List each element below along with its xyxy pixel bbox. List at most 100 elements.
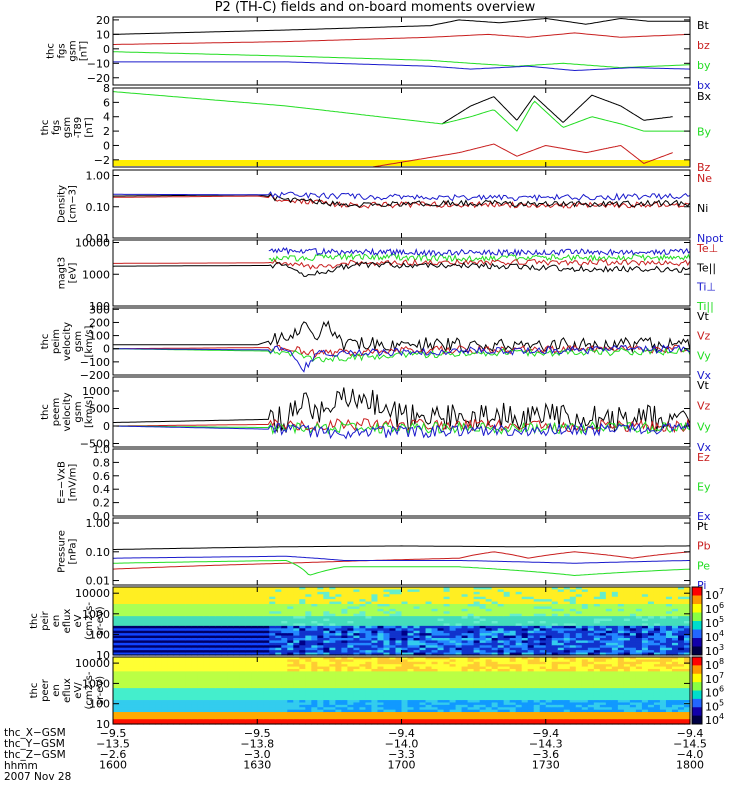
series-Te|| [113,261,690,277]
y-tick-label: 8 [103,82,110,95]
series-bz [113,32,690,45]
y-axis-label: [cm−3] [68,185,79,223]
panel-pressure: 1.00 0.10 0.01 Pressure [nPa] Pt Pb Pe Pi [57,517,711,592]
y-axis-label: Density [57,185,68,223]
y-axis-label: sr-eV) [95,606,106,635]
y-tick-label: 100 [89,300,110,313]
y-axis-label: [nPa] [68,538,79,564]
y-axis-label: (cm2-s- [84,602,95,640]
y-axis-label: (cm2-s- [84,671,95,709]
y-axis-label: peem [51,398,62,426]
y-tick-label: 100 [89,628,110,641]
colorbar-label: 103 [705,643,724,658]
y-axis-label: magt3 [57,257,68,290]
y-axis-label: gsm [68,40,79,61]
colorbar-label: 104 [705,629,724,644]
legend-Vy: Vy [697,420,711,433]
legend-by: by [697,59,711,72]
y-tick-label: 0.2 [93,497,111,510]
series-By [113,91,690,132]
panel-frame [112,169,691,239]
y-axis-label: thc [40,334,51,350]
y-axis-label: [mV/m] [68,464,79,502]
series-Pb [113,551,690,570]
legend-Te||: Te|| [696,261,716,274]
y-axis-label: [km/s] [84,325,95,357]
footer-value: −14.5 [673,738,707,751]
y-tick-label: −10 [87,57,110,70]
series-Vt [113,320,690,354]
legend-Ey: Ey [697,481,711,494]
y-axis-label: velocity [62,392,73,431]
series-Pe [113,560,690,577]
series-Npot [113,191,690,202]
series-Ti|| [268,252,690,263]
legend-Pb: Pb [697,540,711,553]
legend-Vt: Vt [697,310,710,323]
y-tick-label: 0.10 [86,546,111,559]
y-tick-label: 0 [103,420,110,433]
y-axis-label: en [51,684,62,697]
series-Vz [113,344,690,359]
y-tick-label: 10 [96,649,110,662]
legend-Bz: Bz [697,161,711,174]
y-axis-label: E=−VxB [57,461,68,504]
y-tick-label: 0.01 [86,232,111,245]
y-tick-label: −500 [80,438,110,451]
series-Vy [113,347,690,363]
legend-Bx: Bx [697,90,712,103]
y-tick-label: 0.6 [93,470,111,483]
y-axis-label: thc [46,43,57,59]
y-tick-label: 0 [103,343,110,356]
footer-labels: thc_X−GSM thc_Y−GSM thc_Z−GSM hhmm 2007 … [4,728,71,783]
chart-title: P2 (TH-C) fields and on-board moments ov… [214,0,536,15]
legend-Vz: Vz [697,400,711,413]
footer-label-y: thc_Y−GSM [4,738,65,750]
y-tick-label: 1000 [82,385,110,398]
legend-Npot: Npot [697,232,724,245]
footer-value: −9.4 [677,727,704,740]
panel-peem_velocity: 1000 500 0 −500 thc peem velocity gsm [km/s] Vt Vz… [40,376,712,454]
y-axis-label: eflux [62,678,73,703]
panel-density: 1.00 0.10 0.01 Density [cm−3] Ne Ni Npot [57,169,724,245]
y-tick-label: −200 [80,369,110,382]
series-by [113,51,690,69]
series-Pi [113,555,690,564]
legend-Ti⊥: Ti⊥ [696,281,716,294]
legend-Vx: Vx [697,369,712,382]
panel-fgs_b89: 86 420 −2 thc fgs gsm -T89 [nT] Bx By Bz [40,82,712,174]
colorbar-label: 105 [705,698,724,713]
legend-bz: bz [697,39,710,52]
y-tick-label: 1.00 [86,517,111,530]
y-axis-label: peir [40,610,51,630]
series-Vt [113,387,690,434]
series-Bx [441,94,673,125]
colorbar-label: 107 [705,671,724,686]
y-axis-label: [eV] [68,263,79,284]
colorbar-label: 105 [705,615,724,630]
panel-frame [112,448,691,517]
footer-value: −9.4 [532,727,559,740]
y-tick-label: 0.10 [86,201,111,214]
y-axis-label: en [51,615,62,628]
y-axis-label: -T89 [73,117,84,139]
y-tick-label: 6 [103,96,110,109]
y-tick-label: 2 [103,125,110,138]
y-axis-label: eflux [62,609,73,634]
footer-value: 1800 [676,759,704,772]
footer-value: −13.5 [96,738,130,751]
footer-value: −13.8 [240,738,274,751]
legend-Vz: Vz [697,330,711,343]
y-axis-label: [nT] [79,41,90,61]
footer-value: 1630 [243,759,271,772]
series-Pt [113,545,690,550]
y-axis-label: peim [51,329,62,354]
legend-Vy: Vy [697,349,711,362]
legend-Vx: Vx [697,441,712,454]
legend-Ni: Ni [697,202,708,215]
